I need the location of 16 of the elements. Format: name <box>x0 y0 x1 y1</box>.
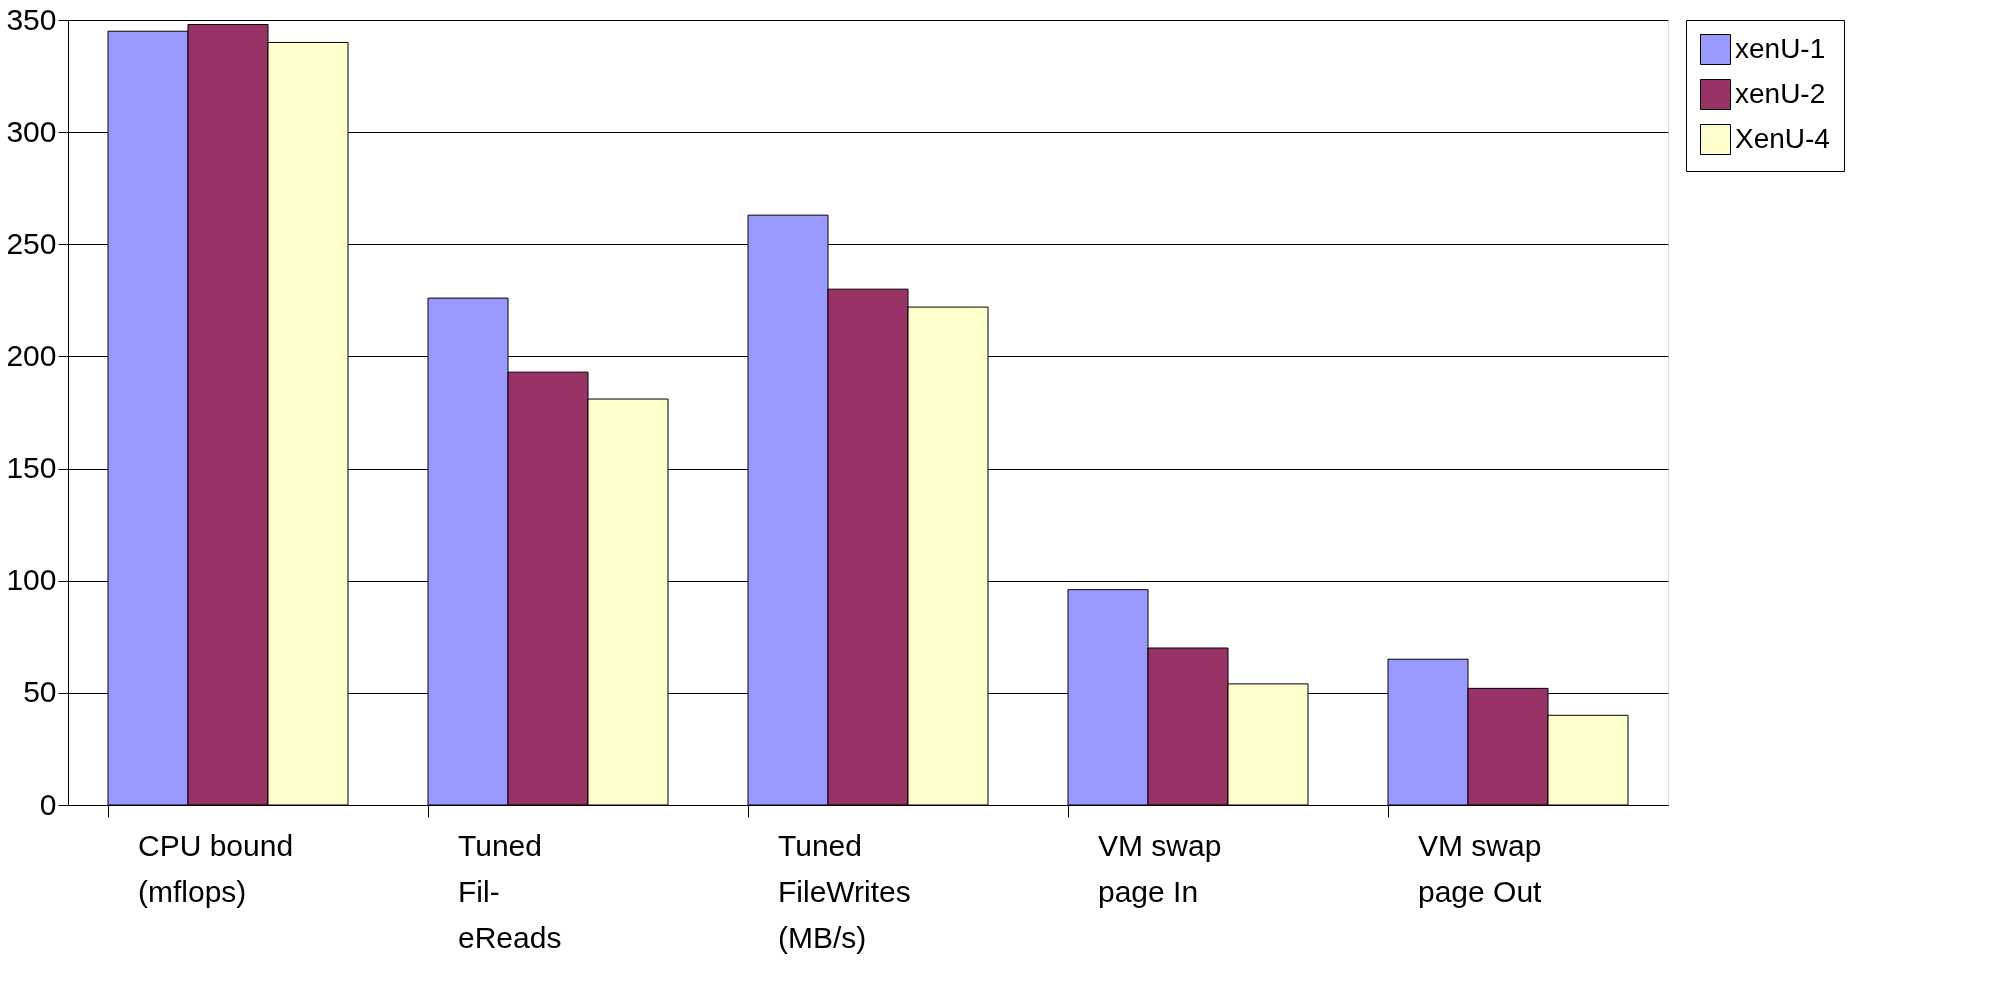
legend-label: xenU-1 <box>1735 32 1826 64</box>
x-tick-label: VM swap page In <box>1098 828 1222 908</box>
legend-label: xenU-2 <box>1735 77 1826 109</box>
x-tick-label: CPU bound (mflops) <box>138 828 294 908</box>
x-tick-label: Tuned FileWrites (MB/s) <box>778 828 911 954</box>
y-tick-label: 100 <box>6 563 57 597</box>
y-tick-label: 150 <box>6 451 57 485</box>
y-tick-label: 200 <box>6 338 57 372</box>
y-tick-label: 50 <box>23 675 57 709</box>
legend-label: XenU-4 <box>1735 122 1830 154</box>
x-tick-label: Tuned Fil- eReads <box>458 828 562 954</box>
y-tick-label: 350 <box>6 2 57 36</box>
y-tick-label: 0 <box>39 787 57 821</box>
y-tick-label: 250 <box>6 226 57 260</box>
y-tick-label: 300 <box>6 114 57 148</box>
x-tick-label: VM swap page Out <box>1418 828 1543 908</box>
